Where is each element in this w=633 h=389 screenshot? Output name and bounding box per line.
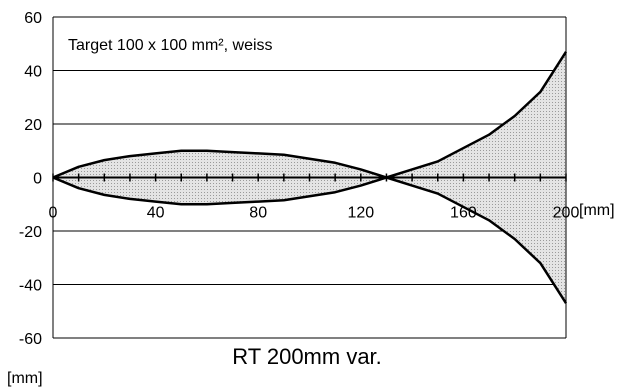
- upper-curve: [52, 51, 568, 179]
- y-tick-label: -20: [19, 224, 42, 241]
- x-tick-label: 120: [347, 205, 374, 222]
- x-unit-label: [mm]: [579, 202, 615, 219]
- annotation-box: [57, 25, 357, 63]
- annotation-text: Target 100 x 100 mm², weiss: [68, 37, 273, 54]
- y-tick-label: 0: [33, 171, 42, 188]
- y-tick-label: -60: [19, 331, 42, 348]
- x-tick-label: 200: [553, 205, 580, 222]
- axes: [52, 17, 567, 338]
- chart-title: RT 200mm var.: [232, 344, 382, 369]
- series-lines: [52, 51, 568, 304]
- lower-curve: [52, 176, 568, 304]
- x-tick-label: 160: [450, 205, 477, 222]
- x-tick-label: 40: [147, 205, 165, 222]
- y-unit-label: [mm]: [7, 370, 43, 387]
- y-tick-label: 40: [24, 64, 42, 81]
- x-tick-label: 0: [49, 205, 58, 222]
- y-tick-label: 20: [24, 117, 42, 134]
- x-tick-label: 80: [249, 205, 267, 222]
- y-tick-label: -40: [19, 278, 42, 295]
- y-tick-label: 60: [24, 10, 42, 27]
